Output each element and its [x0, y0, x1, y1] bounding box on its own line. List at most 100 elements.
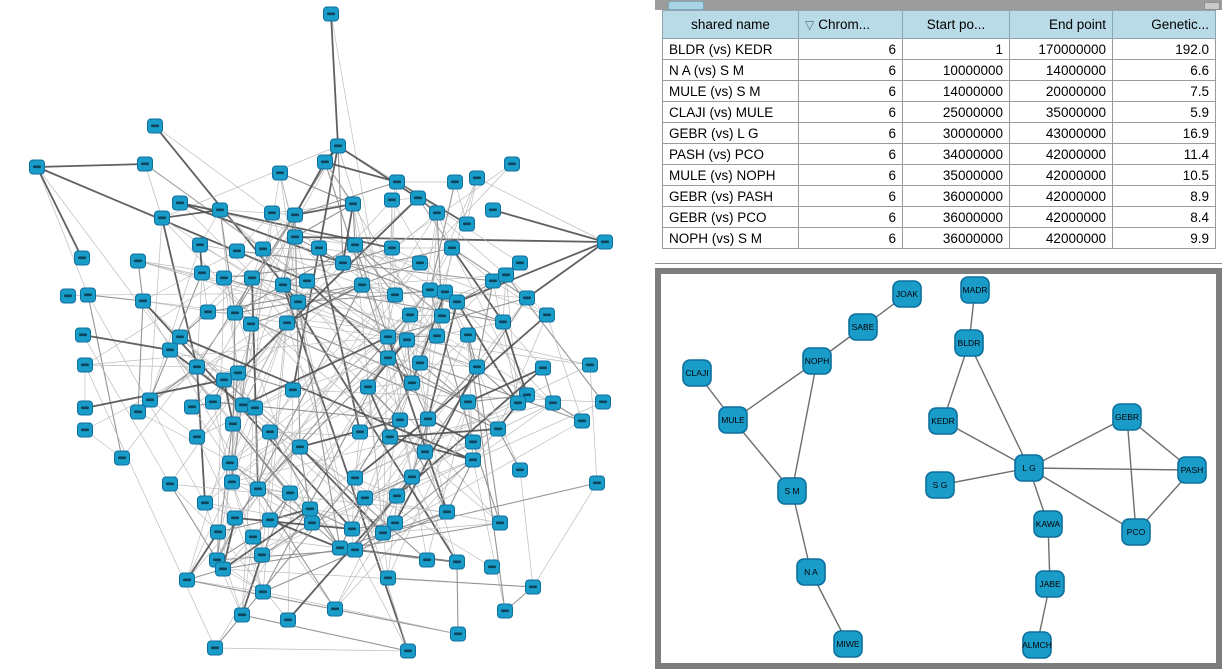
cell-value[interactable]: 35000000 [902, 164, 1010, 186]
network-node[interactable] [960, 276, 990, 304]
cell-value[interactable]: 6.6 [1112, 59, 1216, 81]
table-row[interactable]: GEBR (vs) PASH 6 36000000 42000000 8.9 [662, 185, 1216, 207]
network-node[interactable] [1177, 456, 1207, 484]
node-label-mark [279, 283, 287, 287]
column-header-1[interactable]: shared name [662, 10, 799, 39]
cell-shared-name[interactable]: GEBR (vs) PCO [662, 206, 799, 228]
cell-value[interactable]: 25000000 [902, 101, 1010, 123]
cell-value[interactable]: 1 [902, 38, 1010, 60]
cell-shared-name[interactable]: PASH (vs) PCO [662, 143, 799, 165]
network-node[interactable] [925, 471, 955, 499]
cell-shared-name[interactable]: GEBR (vs) PASH [662, 185, 799, 207]
cell-value[interactable]: 42000000 [1009, 143, 1113, 165]
cell-value[interactable]: 42000000 [1009, 227, 1113, 249]
network-node[interactable] [848, 313, 878, 341]
cell-shared-name[interactable]: NOPH (vs) S M [662, 227, 799, 249]
table-row[interactable]: N A (vs) S M 6 10000000 14000000 6.6 [662, 59, 1216, 81]
cell-shared-name[interactable]: MULE (vs) S M [662, 80, 799, 102]
cell-value[interactable]: 6 [798, 122, 903, 144]
network-node[interactable] [1022, 631, 1052, 659]
cell-value[interactable]: 36000000 [902, 227, 1010, 249]
overview-network-canvas[interactable] [0, 0, 655, 669]
cell-value[interactable]: 6 [798, 38, 903, 60]
cell-value[interactable]: 42000000 [1009, 164, 1113, 186]
filter-icon[interactable]: ▽ [805, 18, 815, 32]
cell-value[interactable]: 36000000 [902, 206, 1010, 228]
cell-value[interactable]: 14000000 [902, 80, 1010, 102]
network-node[interactable] [1035, 570, 1065, 598]
network-node[interactable] [892, 280, 922, 308]
network-node[interactable] [954, 329, 984, 357]
cell-value[interactable]: 8.9 [1112, 185, 1216, 207]
cell-value[interactable]: 6 [798, 59, 903, 81]
cell-value[interactable]: 42000000 [1009, 185, 1113, 207]
cell-shared-name[interactable]: BLDR (vs) KEDR [662, 38, 799, 60]
network-node[interactable] [802, 347, 832, 375]
cell-value[interactable]: 9.9 [1112, 227, 1216, 249]
network-node[interactable] [1033, 510, 1063, 538]
cell-value[interactable]: 36000000 [902, 185, 1010, 207]
network-edge [279, 172, 354, 205]
network-node[interactable] [833, 630, 863, 658]
network-node[interactable] [1014, 454, 1044, 482]
table-row[interactable]: PASH (vs) PCO 6 34000000 42000000 11.4 [662, 143, 1216, 165]
network-node[interactable] [718, 406, 748, 434]
cell-shared-name[interactable]: MULE (vs) NOPH [662, 164, 799, 186]
table-row[interactable]: BLDR (vs) KEDR 6 1 170000000 192.0 [662, 38, 1216, 60]
cell-value[interactable]: 10000000 [902, 59, 1010, 81]
cell-value[interactable]: 30000000 [902, 122, 1010, 144]
network-node[interactable] [1112, 403, 1142, 431]
cell-value[interactable]: 192.0 [1112, 38, 1216, 60]
node-label-mark [193, 435, 201, 439]
network-edge [334, 334, 469, 610]
cell-value[interactable]: 7.5 [1112, 80, 1216, 102]
cell-value[interactable]: 42000000 [1009, 206, 1113, 228]
cell-value[interactable]: 34000000 [902, 143, 1010, 165]
cell-value[interactable]: 6 [798, 227, 903, 249]
cell-value[interactable]: 6 [798, 80, 903, 102]
cell-value[interactable]: 16.9 [1112, 122, 1216, 144]
network-node[interactable] [928, 407, 958, 435]
table-row[interactable]: NOPH (vs) S M 6 36000000 42000000 9.9 [662, 227, 1216, 249]
network-node[interactable] [1121, 518, 1151, 546]
cell-value[interactable]: 6 [798, 143, 903, 165]
network-edge [497, 314, 548, 430]
cell-value[interactable]: 43000000 [1009, 122, 1113, 144]
cell-shared-name[interactable]: CLAJI (vs) MULE [662, 101, 799, 123]
node-label-mark [64, 294, 72, 298]
node-label: KAWA [1036, 519, 1061, 529]
column-header-5[interactable]: Genetic... [1112, 10, 1216, 39]
tab-stub[interactable] [668, 1, 704, 10]
table-row[interactable]: MULE (vs) S M 6 14000000 20000000 7.5 [662, 80, 1216, 102]
network-edge [191, 406, 231, 464]
scrollbar-stub[interactable] [1204, 2, 1220, 10]
table-row[interactable]: GEBR (vs) PCO 6 36000000 42000000 8.4 [662, 206, 1216, 228]
cell-value[interactable]: 6 [798, 101, 903, 123]
cell-value[interactable]: 6 [798, 185, 903, 207]
table-row[interactable]: GEBR (vs) L G 6 30000000 43000000 16.9 [662, 122, 1216, 144]
cell-value[interactable]: 5.9 [1112, 101, 1216, 123]
network-node[interactable] [796, 558, 826, 586]
network-node[interactable] [682, 359, 712, 387]
network-edge [292, 357, 389, 391]
cell-value[interactable]: 14000000 [1009, 59, 1113, 81]
cell-value[interactable]: 8.4 [1112, 206, 1216, 228]
detail-network-canvas[interactable]: JOAK MADR SABE BLDR NOPH CLAJI MULE KEDR GEBR L G… [661, 274, 1216, 663]
table-row[interactable]: CLAJI (vs) MULE 6 25000000 35000000 5.9 [662, 101, 1216, 123]
cell-value[interactable]: 11.4 [1112, 143, 1216, 165]
network-edge [236, 250, 494, 282]
cell-shared-name[interactable]: N A (vs) S M [662, 59, 799, 81]
table-row[interactable]: MULE (vs) NOPH 6 35000000 42000000 10.5 [662, 164, 1216, 186]
column-header-4[interactable]: End point [1009, 10, 1113, 39]
cell-value[interactable]: 170000000 [1009, 38, 1113, 60]
cell-value[interactable]: 10.5 [1112, 164, 1216, 186]
network-node[interactable] [777, 477, 807, 505]
cell-value[interactable]: 6 [798, 206, 903, 228]
column-header-3[interactable]: Start po... [902, 10, 1010, 39]
cell-shared-name[interactable]: GEBR (vs) L G [662, 122, 799, 144]
cell-value[interactable]: 20000000 [1009, 80, 1113, 102]
node-label-mark [543, 313, 551, 317]
cell-value[interactable]: 6 [798, 164, 903, 186]
cell-value[interactable]: 35000000 [1009, 101, 1113, 123]
column-header-2[interactable]: ▽ Chrom... [798, 10, 903, 39]
